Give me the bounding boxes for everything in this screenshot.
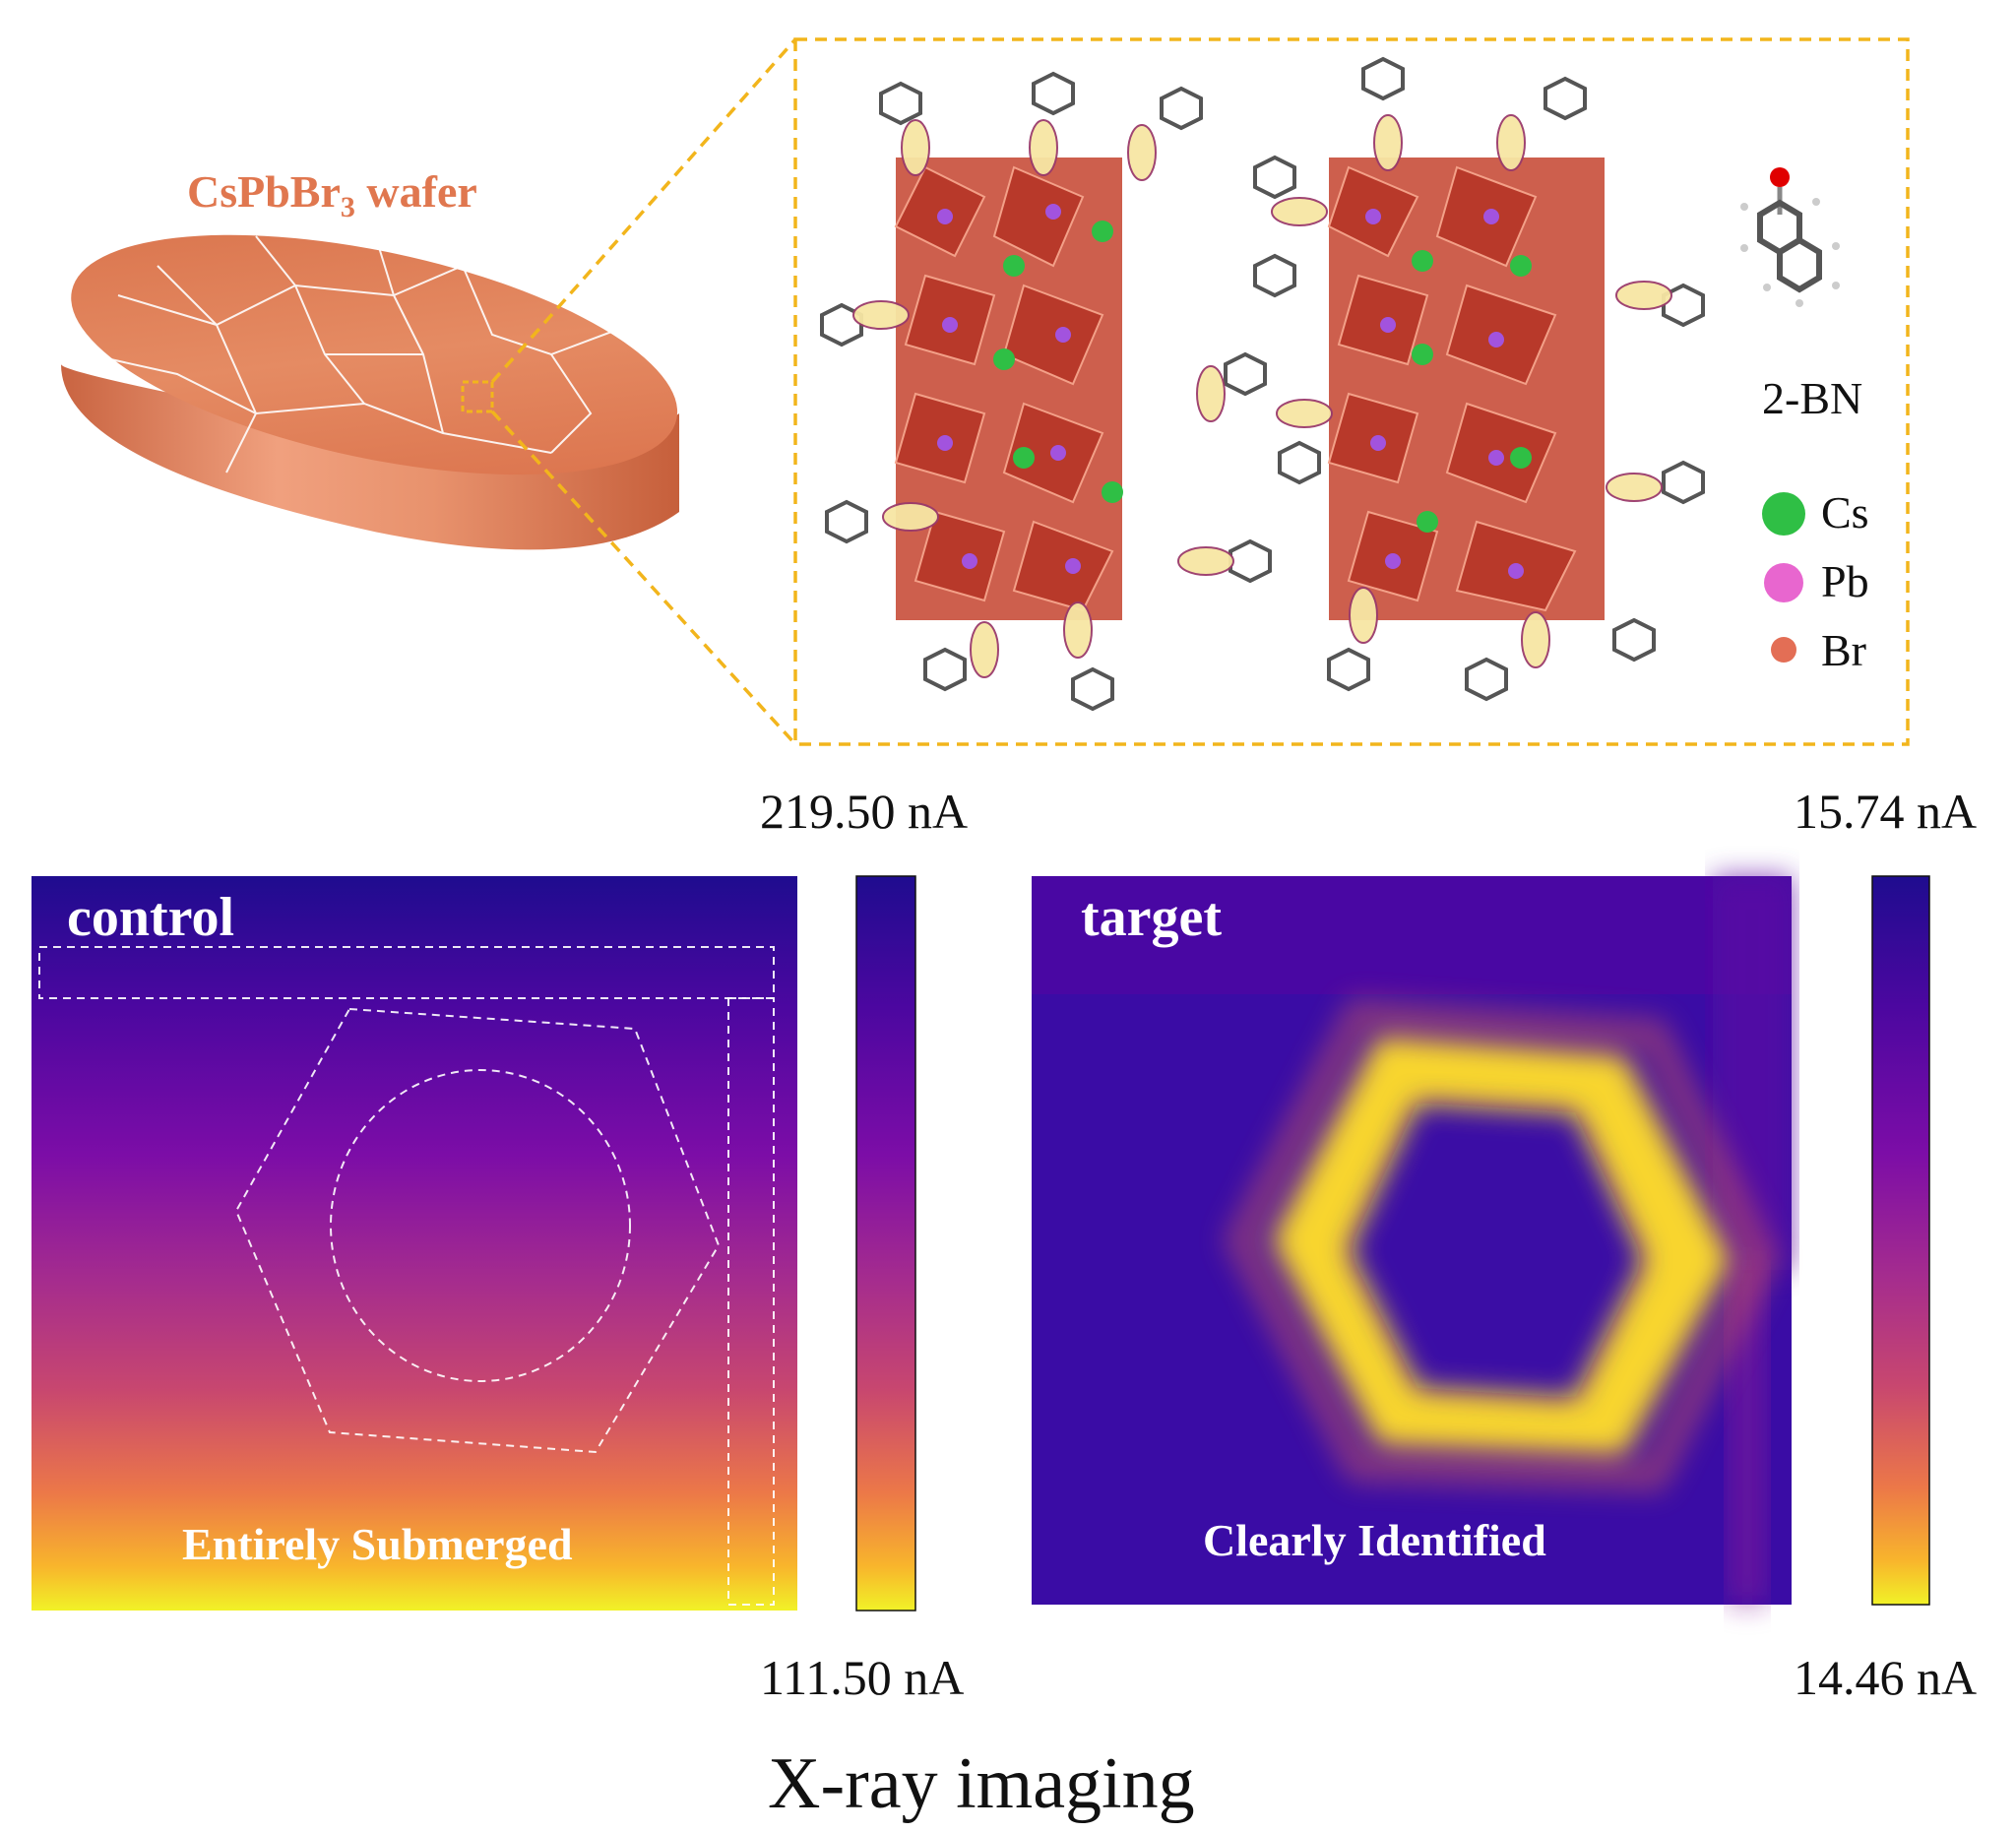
organic-ligands bbox=[820, 56, 1705, 712]
control-panel-title: control bbox=[67, 887, 235, 948]
crystal-block-right bbox=[1327, 158, 1605, 620]
control-panel-caption: Entirely Submerged bbox=[182, 1519, 573, 1569]
binding-sites bbox=[852, 114, 1672, 678]
legend-cs-label: Cs bbox=[1821, 487, 1869, 537]
zoom-callout bbox=[490, 37, 1910, 746]
control-heatmap bbox=[32, 876, 797, 1611]
target-panel-title: target bbox=[1081, 887, 1223, 948]
control-scale-min: 111.50 nA bbox=[760, 1650, 965, 1705]
legend-swatches bbox=[1762, 492, 1805, 663]
crystal-block-left bbox=[894, 158, 1122, 620]
target-scale-max: 15.74 nA bbox=[1794, 784, 1978, 839]
pb-atoms bbox=[937, 204, 1524, 579]
cs-atoms bbox=[993, 221, 1532, 533]
control-scale-max: 219.50 nA bbox=[760, 784, 969, 839]
figure-footer-label: X-ray imaging bbox=[768, 1743, 1195, 1824]
wafer-illustration bbox=[61, 230, 679, 550]
target-panel-caption: Clearly Identified bbox=[1203, 1515, 1546, 1565]
control-colorbar bbox=[855, 875, 916, 1612]
legend-br-label: Br bbox=[1821, 625, 1866, 675]
legend-br-swatch bbox=[1771, 637, 1796, 663]
target-heatmap bbox=[1032, 876, 1792, 1605]
crystal-structure bbox=[820, 56, 1705, 712]
target-scale-min: 14.46 nA bbox=[1794, 1650, 1978, 1705]
legend-pb-label: Pb bbox=[1821, 556, 1869, 606]
target-colorbar bbox=[1871, 875, 1930, 1606]
legend-pb-swatch bbox=[1764, 563, 1803, 602]
legend-cs-swatch bbox=[1762, 492, 1805, 536]
molecule-2bn-icon bbox=[1740, 167, 1840, 307]
wafer-title: CsPbBr3 wafer bbox=[187, 166, 477, 223]
molecule-name-label: 2-BN bbox=[1762, 373, 1863, 423]
